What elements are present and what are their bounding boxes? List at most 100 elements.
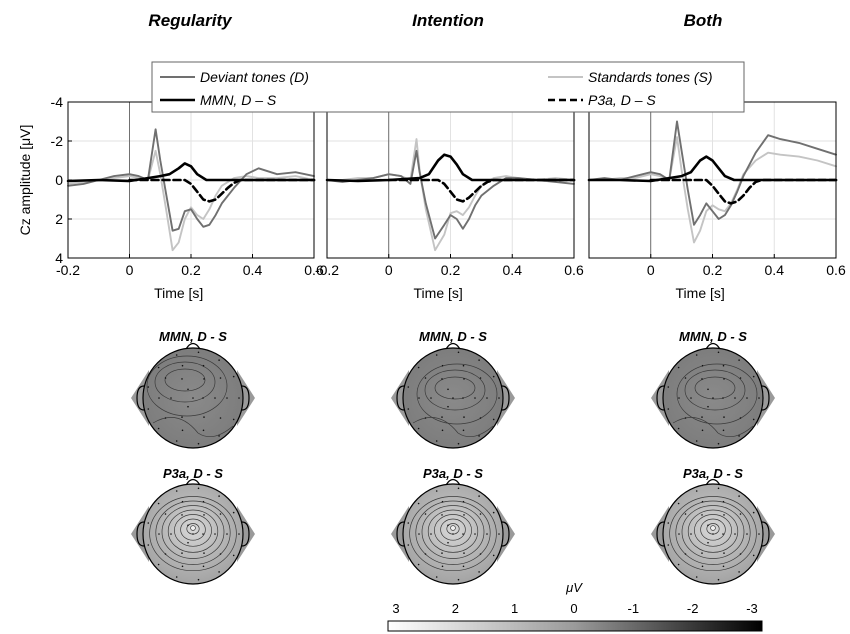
y-tick-label: 4 bbox=[55, 250, 63, 266]
electrode-dot bbox=[677, 427, 680, 430]
colorbar-tick-label: -3 bbox=[746, 601, 758, 616]
electrode-dot bbox=[232, 511, 235, 514]
electrode-dot bbox=[462, 565, 465, 568]
topomap-mmn-intention bbox=[391, 342, 515, 449]
x-tick-label: 0.2 bbox=[181, 262, 201, 278]
electrode-dot bbox=[498, 533, 500, 535]
electrode-dot bbox=[717, 351, 720, 354]
map-title-p3a-intention: P3a, D - S bbox=[423, 466, 483, 481]
nose-icon bbox=[185, 478, 201, 486]
contour-ring bbox=[180, 518, 206, 541]
electrode-dot bbox=[435, 576, 438, 578]
electrode-dot bbox=[203, 378, 205, 380]
topomap-p3a-both bbox=[651, 478, 775, 585]
electrode-dot bbox=[701, 364, 704, 367]
electrode-dot bbox=[417, 427, 420, 430]
electrode-dot bbox=[441, 552, 443, 554]
electrode-dot bbox=[678, 397, 680, 399]
electrode-dot bbox=[723, 514, 725, 516]
electrode-dot bbox=[498, 397, 500, 399]
legend-label-standard: Standards tones (S) bbox=[588, 69, 713, 85]
y-tick-label: -4 bbox=[51, 94, 64, 110]
electrode-dot bbox=[712, 533, 714, 535]
erp-panel-regularity: -0.2 0 0.2 0.4 0.6 -4 -2 0 2 4 Time [s] bbox=[51, 94, 324, 301]
electrode-dot bbox=[492, 511, 495, 514]
electrode-dot bbox=[441, 364, 444, 367]
electrode-dot bbox=[707, 541, 709, 544]
electrode-dot bbox=[424, 417, 427, 419]
contour-ring bbox=[440, 518, 466, 541]
contour-ring bbox=[149, 496, 237, 572]
head-outline bbox=[662, 483, 764, 585]
electrode-dot bbox=[479, 417, 482, 419]
electrode-dot bbox=[218, 435, 220, 437]
contour-center bbox=[710, 525, 716, 531]
electrode-dot bbox=[492, 554, 495, 557]
x-tick-label: 0.4 bbox=[765, 262, 785, 278]
electrode-dot bbox=[181, 378, 183, 380]
contour-ring bbox=[154, 361, 216, 403]
electrode-dot bbox=[181, 552, 183, 554]
electrode-dot bbox=[164, 377, 167, 379]
electrode-dot bbox=[739, 417, 742, 419]
electrode-dot bbox=[202, 429, 205, 432]
electrode-dot bbox=[441, 378, 443, 380]
electrode-dot bbox=[722, 533, 724, 535]
electrode-dot bbox=[238, 397, 240, 399]
colorbar-tick-label: -1 bbox=[628, 601, 640, 616]
electrode-dot bbox=[695, 440, 698, 442]
map-title-mmn-regularity: MMN, D - S bbox=[159, 329, 227, 344]
electrode-dot bbox=[430, 533, 432, 535]
ear-left-icon bbox=[136, 521, 145, 547]
ear-left-icon bbox=[396, 521, 405, 547]
electrode-dot bbox=[462, 364, 465, 367]
electrode-dot bbox=[158, 397, 160, 399]
electrode-dot bbox=[690, 533, 692, 535]
electrode-dot bbox=[701, 500, 704, 503]
column-title-intention: Intention bbox=[412, 11, 484, 30]
y-tick-label: -2 bbox=[51, 133, 64, 149]
head-outline bbox=[142, 347, 244, 449]
electrode-dot bbox=[181, 364, 184, 367]
contour-ring bbox=[424, 369, 486, 411]
electrode-dot bbox=[214, 397, 216, 399]
nose-icon bbox=[705, 478, 721, 486]
electrode-dot bbox=[707, 388, 709, 391]
electrode-dot bbox=[430, 397, 432, 399]
electrode-dot bbox=[707, 405, 709, 408]
nose-icon bbox=[445, 342, 461, 350]
electrode-dot bbox=[147, 522, 150, 524]
ear-right-icon bbox=[241, 385, 250, 411]
electrode-dot bbox=[175, 576, 178, 578]
electrode-dot bbox=[203, 514, 205, 516]
electrode-dot bbox=[492, 375, 495, 378]
electrode-dot bbox=[181, 514, 183, 516]
electrode-dot bbox=[758, 533, 760, 535]
legend: Deviant tones (D) Standards tones (S) MM… bbox=[151, 61, 745, 113]
electrode-dot bbox=[677, 563, 680, 566]
electrode-dot bbox=[441, 416, 443, 418]
colorbar-ticks: 3 2 1 0 -1 -2 -3 bbox=[392, 601, 757, 616]
electrode-dot bbox=[447, 541, 449, 544]
electrode-dot bbox=[181, 416, 183, 418]
electrode-dot bbox=[746, 397, 748, 399]
electrode-dot bbox=[232, 554, 235, 557]
electrode-dot bbox=[463, 552, 465, 554]
electrode-dot bbox=[462, 500, 465, 503]
electrode-dot bbox=[474, 533, 476, 535]
electrode-dot bbox=[218, 571, 220, 573]
x-axis-label: Time [s] bbox=[154, 285, 203, 301]
electrode-dot bbox=[226, 533, 228, 535]
contour-ring bbox=[409, 496, 497, 572]
electrode-dot bbox=[157, 502, 160, 505]
colorbar-tick-label: -2 bbox=[687, 601, 699, 616]
ear-right-icon bbox=[501, 385, 510, 411]
electrode-dot bbox=[181, 565, 184, 568]
electrode-dot bbox=[722, 565, 725, 568]
electrode-dot bbox=[701, 378, 703, 380]
electrode-dot bbox=[157, 563, 160, 566]
x-tick-label: 0 bbox=[385, 262, 393, 278]
colorbar bbox=[387, 620, 763, 632]
series-line-deviant bbox=[326, 149, 575, 240]
erp-panel-intention: -0.2 0 0.2 0.4 0.6 Time [s] bbox=[315, 101, 584, 301]
